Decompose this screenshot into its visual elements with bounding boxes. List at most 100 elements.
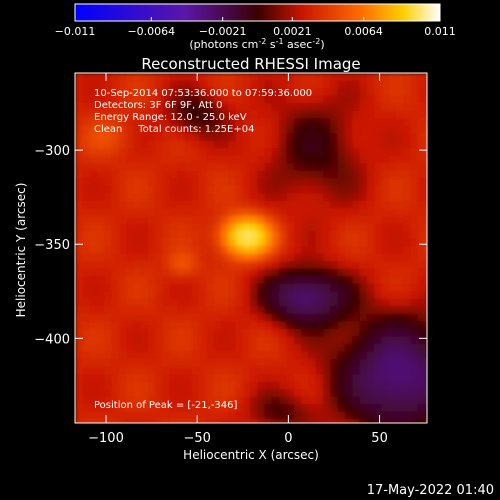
heatmap-cell xyxy=(250,336,258,345)
heatmap-cell xyxy=(199,193,207,202)
heatmap-cell xyxy=(220,178,229,187)
heatmap-cell xyxy=(155,155,164,164)
heatmap-cell xyxy=(250,246,258,255)
heatmap-cell xyxy=(432,96,440,104)
heatmap-cell xyxy=(366,359,375,368)
heatmap-cell xyxy=(301,411,310,420)
heatmap-cell xyxy=(315,404,324,413)
heatmap-cell xyxy=(417,208,426,217)
heatmap-cell xyxy=(162,73,171,82)
heatmap-cell xyxy=(359,389,368,398)
heatmap-cell xyxy=(330,381,339,390)
heatmap-cell xyxy=(126,200,134,210)
heatmap-cell xyxy=(352,404,361,413)
heatmap-cell xyxy=(286,140,295,149)
heatmap-cell xyxy=(337,328,346,338)
heatmap-cell xyxy=(191,366,200,375)
heatmap-cell xyxy=(147,223,156,232)
heatmap-cell xyxy=(213,238,222,247)
heatmap-cell xyxy=(228,118,237,127)
heatmap-cell xyxy=(126,419,134,423)
heatmap-cell xyxy=(75,359,83,368)
heatmap-cell xyxy=(279,246,288,255)
heatmap-cell xyxy=(410,246,419,255)
heatmap-cell xyxy=(250,178,258,187)
heatmap-cell xyxy=(257,366,266,375)
heatmap-cell xyxy=(75,343,83,353)
heatmap-cell xyxy=(301,381,310,390)
heatmap-cell xyxy=(271,125,280,134)
heatmap-cell xyxy=(191,118,200,127)
heatmap-cell xyxy=(228,419,237,423)
heatmap-cell xyxy=(147,118,156,127)
heatmap-cell xyxy=(199,396,207,405)
heatmap-cell xyxy=(184,283,193,292)
heatmap-cell xyxy=(344,411,353,420)
heatmap-cell xyxy=(359,306,368,315)
heatmap-cell xyxy=(293,193,302,202)
heatmap-cell xyxy=(228,148,237,157)
heatmap-cell xyxy=(374,170,383,179)
heatmap-cell xyxy=(75,73,83,82)
heatmap-cell xyxy=(191,88,200,97)
heatmap-cell xyxy=(140,125,149,134)
heatmap-cell xyxy=(184,208,193,217)
heatmap-cell xyxy=(155,231,164,240)
heatmap-cell xyxy=(75,328,83,338)
heatmap-cell xyxy=(432,374,440,382)
heatmap-cell xyxy=(133,321,142,330)
heatmap-cell xyxy=(220,268,229,277)
heatmap-cell xyxy=(417,231,426,240)
heatmap-cell xyxy=(118,351,127,360)
heatmap-cell xyxy=(337,193,346,202)
heatmap-cell xyxy=(118,359,127,368)
heatmap-cell xyxy=(206,336,215,345)
heatmap-cell xyxy=(126,381,134,390)
heatmap-cell xyxy=(184,148,193,157)
heatmap-cell xyxy=(104,313,113,322)
heatmap-cell xyxy=(191,291,200,300)
heatmap-cell xyxy=(89,216,98,225)
heatmap-cell xyxy=(242,80,251,89)
heatmap-cell xyxy=(308,283,317,292)
heatmap-cell xyxy=(155,381,164,390)
heatmap-cell xyxy=(191,216,200,225)
heatmap-cell xyxy=(381,366,390,375)
heatmap-cell xyxy=(279,140,288,149)
heatmap-cell xyxy=(271,118,280,127)
heatmap-cell xyxy=(293,73,302,82)
heatmap-cell xyxy=(432,81,440,89)
heatmap-cell xyxy=(417,80,426,89)
heatmap-cell xyxy=(257,359,266,368)
heatmap-cell xyxy=(264,238,273,247)
heatmap-cell xyxy=(184,185,193,195)
heatmap-cell xyxy=(82,268,91,277)
heatmap-cell xyxy=(162,148,171,157)
heatmap-cell xyxy=(191,419,200,423)
heatmap-cell xyxy=(250,103,258,112)
heatmap-cell xyxy=(308,276,317,285)
heatmap-cell xyxy=(184,343,193,353)
heatmap-cell xyxy=(89,343,98,353)
heatmap-cell xyxy=(374,298,383,307)
heatmap-cell xyxy=(140,223,149,232)
heatmap-cell xyxy=(169,374,178,383)
heatmap-cell xyxy=(104,253,113,262)
heatmap-cell xyxy=(82,261,91,270)
heatmap-cell xyxy=(96,238,105,247)
heatmap-cell xyxy=(191,261,200,270)
heatmap-cell xyxy=(425,343,427,353)
heatmap-cell xyxy=(220,404,229,413)
heatmap-cell xyxy=(264,193,273,202)
heatmap-cell xyxy=(395,110,404,119)
heatmap-cell xyxy=(388,419,397,423)
heatmap-cell xyxy=(213,291,222,300)
heatmap-cell xyxy=(242,359,251,368)
heatmap-cell xyxy=(206,276,215,285)
heatmap-cell xyxy=(177,381,186,390)
heatmap-cell xyxy=(111,396,120,405)
heatmap-cell xyxy=(228,351,237,360)
heatmap-cell xyxy=(89,291,98,300)
heatmap-cell xyxy=(417,238,426,247)
heatmap-cell xyxy=(279,343,288,353)
